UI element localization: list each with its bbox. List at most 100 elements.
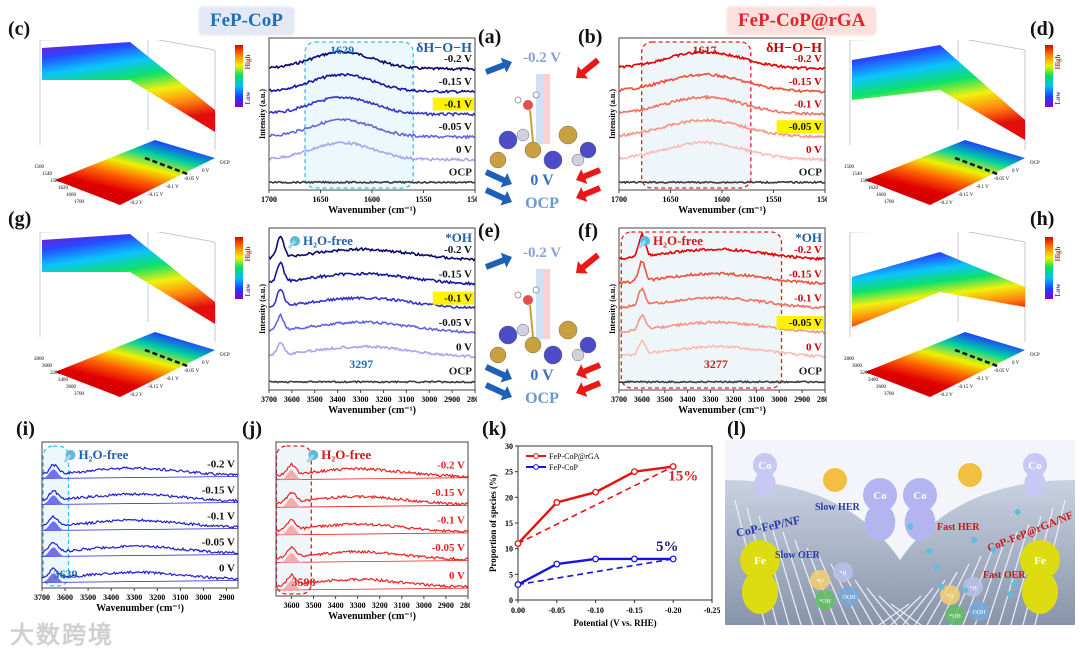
- panel-label-f: (f): [578, 220, 598, 242]
- trace-voltage-label: OCP: [449, 167, 473, 179]
- y-tick-label: 5: [509, 570, 513, 579]
- x-tick-label: 2800: [817, 395, 827, 404]
- species-label: *OH: [819, 599, 831, 605]
- intensity-surface: [42, 42, 215, 132]
- species-bubble: [815, 590, 835, 610]
- peak-position-label: 3639: [54, 567, 78, 581]
- voltage-tick: OCP: [1030, 353, 1040, 358]
- trend-dashed-line: [517, 558, 674, 586]
- field-arrow-blue: [536, 269, 544, 339]
- trace-voltage-label: -0.05 V: [789, 317, 822, 329]
- x-tick-label: 3600: [57, 593, 73, 602]
- x-tick-label: 3000: [771, 395, 787, 404]
- species-bubble: [945, 605, 965, 625]
- hydrogen-atom: [514, 96, 522, 104]
- trace-voltage-label: 0 V: [219, 563, 235, 575]
- fitted-peak-area: [35, 469, 72, 479]
- panel-label-i: (i): [16, 418, 35, 440]
- voltage-tick: -0.1 V: [166, 377, 179, 382]
- co-figure-head: [903, 478, 937, 512]
- dashed-marker-line: [954, 348, 1001, 369]
- band-label: *OH: [795, 230, 822, 245]
- h2o-free-label: H₂O-free: [653, 233, 703, 248]
- x-tick-label: 2900: [438, 601, 454, 610]
- figure-svg: -0.2 V -0.15 V -0.1 V -0.05 V 0 V 3600 3500 340…: [273, 441, 476, 622]
- contour-floor: [55, 332, 215, 397]
- water-droplet-icon: [938, 583, 945, 590]
- colorbar-low-label: Low: [244, 282, 252, 296]
- x-tick-label: 1700: [261, 195, 277, 204]
- belt-rail: [794, 539, 826, 626]
- x-tick-label: 1650: [313, 195, 329, 204]
- wavenumber-tick: 2800: [34, 357, 45, 362]
- atom: [571, 348, 585, 362]
- dashed-marker-line: [954, 156, 1001, 177]
- x-tick-label: 3400: [680, 395, 696, 404]
- x-tick-label: 3700: [611, 395, 627, 404]
- wavenumber-tick: 3600: [66, 385, 77, 390]
- field-arrow-red: [544, 74, 550, 144]
- fitted-peak-area: [273, 525, 310, 535]
- trace-voltage-label: -0.1 V: [207, 511, 235, 523]
- species-bubble: [810, 570, 830, 590]
- contour-floor: [865, 332, 1025, 397]
- panel-label-k: (k): [482, 418, 507, 440]
- slow-her-label: Slow HER: [815, 502, 861, 513]
- colorbar-low-label: Low: [1054, 282, 1062, 296]
- species-label: OOH: [973, 610, 987, 616]
- co-figure-label: Co: [913, 490, 927, 502]
- co-figure-head: [1023, 453, 1047, 477]
- atom: [558, 125, 578, 145]
- spectrum-trace: [618, 260, 826, 286]
- hydrogen-atom: [514, 291, 522, 299]
- voltage-tick: OCP: [1030, 161, 1040, 166]
- spectrum-trace: [268, 288, 476, 310]
- fitted-peak-area: [273, 470, 310, 480]
- x-tick-label: 3700: [34, 593, 50, 602]
- spectra-panel-f: -0.2 V -0.15 V -0.1 V -0.05 V 0 V OCP 3700 3600…: [605, 226, 833, 416]
- data-point: [592, 555, 600, 563]
- peak-position-label: 1617: [692, 43, 716, 57]
- axis-frame-line: [147, 229, 216, 243]
- wavenumber-tick: 1660: [66, 193, 77, 198]
- wavenumber-tick: 3200: [860, 371, 871, 376]
- arrow-red: [575, 362, 602, 379]
- water-droplet-icon: [933, 564, 940, 571]
- panel-label-b: (b): [578, 26, 603, 48]
- voltage-highlight: [776, 120, 824, 134]
- fit-baseline: [275, 477, 469, 481]
- trace-voltage-label: -0.15 V: [432, 487, 465, 499]
- belt-rail: [878, 595, 910, 626]
- data-point: [630, 468, 638, 476]
- x-axis-label: Wavenumber (cm⁻¹): [96, 603, 184, 614]
- bond: [529, 304, 534, 338]
- atom: [571, 153, 585, 167]
- trace-voltage-label: -0.15 V: [439, 76, 472, 88]
- wavenumber-tick: 1620: [58, 186, 69, 191]
- wavenumber-tick: 2800: [844, 357, 855, 362]
- voltage-tick: 0 V: [1012, 169, 1020, 174]
- spectrum-trace: [618, 231, 826, 262]
- increase-annotation: 5%: [656, 539, 679, 555]
- trace-voltage-label: -0.05 V: [439, 317, 472, 329]
- voltage-tick: -0.15 V: [148, 193, 164, 198]
- y-tick-label: 20: [505, 493, 513, 502]
- voltage-tick: -0.2 V: [130, 393, 143, 398]
- highlight-region-box: [304, 41, 414, 189]
- x-tick-label: -0.25: [704, 606, 721, 615]
- x-tick-label: 3600: [634, 395, 650, 404]
- data-point: [630, 555, 638, 563]
- voltage-tick: -0.05 V: [184, 369, 200, 374]
- y-tick-label: 25: [505, 468, 513, 477]
- x-axis-label: Wavenumber (cm⁻¹): [678, 405, 766, 416]
- spectrum-trace: [41, 541, 239, 555]
- x-tick-label: 1600: [714, 195, 730, 204]
- fitted-peak-area: [35, 495, 72, 505]
- axis-frame-line: [957, 229, 1026, 243]
- field-arrow-blue: [536, 74, 544, 144]
- intensity-surface: [852, 252, 1025, 327]
- trace-voltage-label: -0.2 V: [794, 244, 822, 256]
- voltage-tick: -0.1 V: [166, 185, 179, 190]
- colorbar-high-label: High: [1054, 55, 1062, 70]
- h2o-free-label: H₂O-free: [321, 447, 371, 462]
